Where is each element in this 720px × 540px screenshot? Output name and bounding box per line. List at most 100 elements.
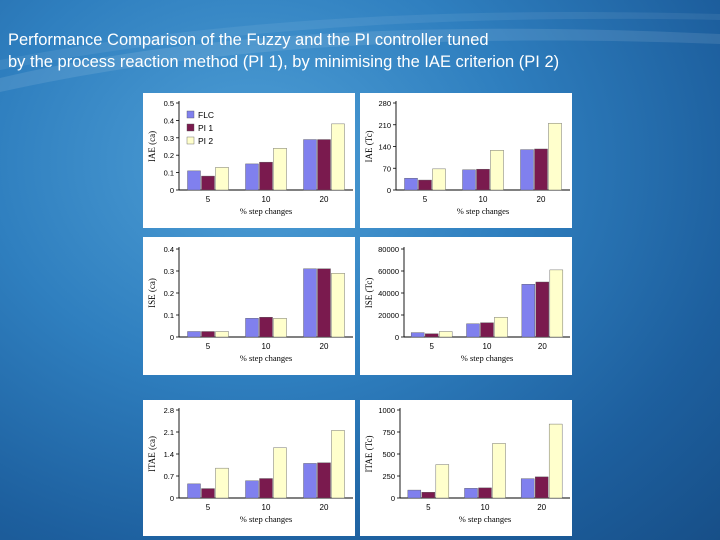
y-tick-label: 0 [170, 494, 174, 503]
bar-pi-1-5 [201, 331, 215, 338]
y-tick-label: 500 [382, 450, 395, 459]
x-tick-label: 10 [479, 195, 488, 204]
legend-label: FLC [198, 110, 214, 120]
bar-pi-2-5 [215, 331, 229, 338]
y-tick-label: 0.5 [164, 99, 174, 108]
bar-flc-20 [303, 463, 317, 499]
x-tick-label: 5 [426, 503, 431, 512]
x-tick-label: 5 [429, 342, 434, 351]
bar-pi-2-10 [494, 316, 508, 338]
y-tick-label: 280 [378, 99, 391, 108]
chart-panel-iae-ca: 0 0.1 0.2 0.3 0.4 0.5 5 10 20 % step changes IAE (… [143, 93, 355, 228]
chart-panel-itae-tc: 0 250 500 750 1000 5 10 20% step changes ITAE (T… [360, 400, 572, 536]
legend-swatch [186, 123, 195, 132]
x-axis-label: % step changes [461, 353, 513, 363]
chart-panel-iae-tc: 0 70 140 210 280 5 10 20 % step changes IAE (Tc) [360, 93, 572, 228]
bar-flc-20 [521, 284, 536, 338]
bar-flc-5 [410, 332, 425, 338]
x-axis-label: % step changes [457, 206, 509, 216]
y-tick-label: 0.3 [164, 134, 174, 143]
chart-svg: 0 70 140 210 280 5 10 20 % step changes IAE (Tc) [364, 99, 570, 216]
y-tick-label: 0.1 [164, 169, 174, 178]
bar-pi-2-20 [331, 123, 345, 191]
y-tick-label: 0.7 [164, 472, 174, 481]
bar-flc-10 [245, 480, 259, 499]
slide-title: Performance Comparison of the Fuzzy and … [8, 29, 708, 73]
y-tick-label: 0 [395, 333, 399, 342]
legend-swatch [186, 110, 195, 119]
y-tick-label: 0.2 [164, 151, 174, 160]
bar-flc-10 [245, 163, 259, 191]
y-tick-label: 0.1 [164, 311, 174, 320]
x-tick-label: 20 [320, 503, 329, 512]
bar-pi-1-5 [418, 179, 432, 191]
y-tick-label: 2.1 [164, 428, 174, 437]
y-axis-label: ISE (ca) [147, 278, 157, 308]
y-tick-label: 0.4 [164, 116, 174, 125]
bar-pi-1-5 [201, 488, 215, 499]
bar-pi-2-5 [215, 167, 229, 191]
bar-flc-20 [520, 149, 534, 191]
y-tick-label: 140 [378, 143, 391, 152]
y-tick-label: 0 [170, 186, 174, 195]
x-axis-label: % step changes [240, 514, 292, 524]
bar-pi-2-10 [273, 447, 287, 499]
x-tick-label: 10 [483, 342, 492, 351]
y-tick-label: 20000 [378, 311, 399, 320]
x-tick-label: 10 [481, 503, 490, 512]
bar-pi-1-20 [534, 148, 548, 191]
bar-pi-1-10 [476, 168, 490, 191]
y-tick-label: 750 [382, 428, 395, 437]
bar-flc-5 [187, 483, 201, 499]
x-tick-label: 20 [537, 503, 546, 512]
y-tick-label: 70 [383, 164, 391, 173]
bar-flc-10 [466, 323, 480, 338]
y-tick-label: 0.2 [164, 289, 174, 298]
bar-pi-1-20 [317, 462, 331, 499]
bar-pi-2-20 [331, 430, 345, 499]
y-tick-label: 0 [391, 494, 395, 503]
bar-pi-1-10 [480, 322, 494, 338]
x-tick-label: 10 [262, 342, 271, 351]
bar-flc-10 [245, 318, 259, 338]
y-axis-label: IAE (Tc) [364, 130, 374, 162]
x-axis-label: % step changes [459, 514, 511, 524]
bar-flc-20 [520, 478, 535, 499]
x-tick-label: 20 [538, 342, 547, 351]
bar-pi-2-10 [490, 150, 504, 191]
chart-svg: 0 0.1 0.2 0.3 0.4 0.5 5 10 20 % step changes IAE (… [147, 99, 353, 216]
legend-swatch [186, 136, 195, 145]
y-tick-label: 60000 [378, 267, 399, 276]
slide-title-line-1: Performance Comparison of the Fuzzy and … [8, 31, 489, 49]
slide-title-line-2: by the process reaction method (PI 1), b… [8, 53, 560, 71]
bar-pi-2-5 [435, 464, 450, 499]
bar-flc-20 [303, 139, 317, 191]
bar-pi-1-20 [317, 268, 331, 338]
x-tick-label: 20 [320, 195, 329, 204]
bar-pi-2-5 [215, 467, 229, 499]
y-axis-label: ITAE (ca) [147, 436, 157, 472]
y-tick-label: 80000 [378, 245, 399, 254]
x-tick-label: 20 [320, 342, 329, 351]
bar-pi-1-5 [424, 333, 439, 338]
bar-pi-2-20 [548, 423, 563, 499]
x-axis-label: % step changes [240, 206, 292, 216]
x-tick-label: 10 [262, 195, 271, 204]
bar-pi-1-20 [534, 476, 549, 499]
y-axis-label: ITAE (Tc) [364, 436, 374, 473]
bar-pi-1-10 [259, 478, 273, 499]
x-tick-label: 5 [206, 503, 211, 512]
y-tick-label: 210 [378, 121, 391, 130]
y-axis-label: ISE (Tc) [364, 278, 374, 309]
bar-pi-2-20 [549, 269, 564, 338]
x-tick-label: 10 [262, 503, 271, 512]
bar-pi-2-10 [492, 443, 506, 499]
x-axis-label: % step changes [240, 353, 292, 363]
legend-label: PI 2 [198, 136, 213, 146]
y-tick-label: 0.4 [164, 245, 174, 254]
chart-svg: 0 0.1 0.2 0.3 0.4 5 10 20 % step changes ISE (ca) [147, 245, 353, 363]
bar-pi-2-5 [438, 331, 453, 338]
bar-pi-1-5 [421, 492, 436, 499]
bar-flc-5 [404, 177, 418, 191]
